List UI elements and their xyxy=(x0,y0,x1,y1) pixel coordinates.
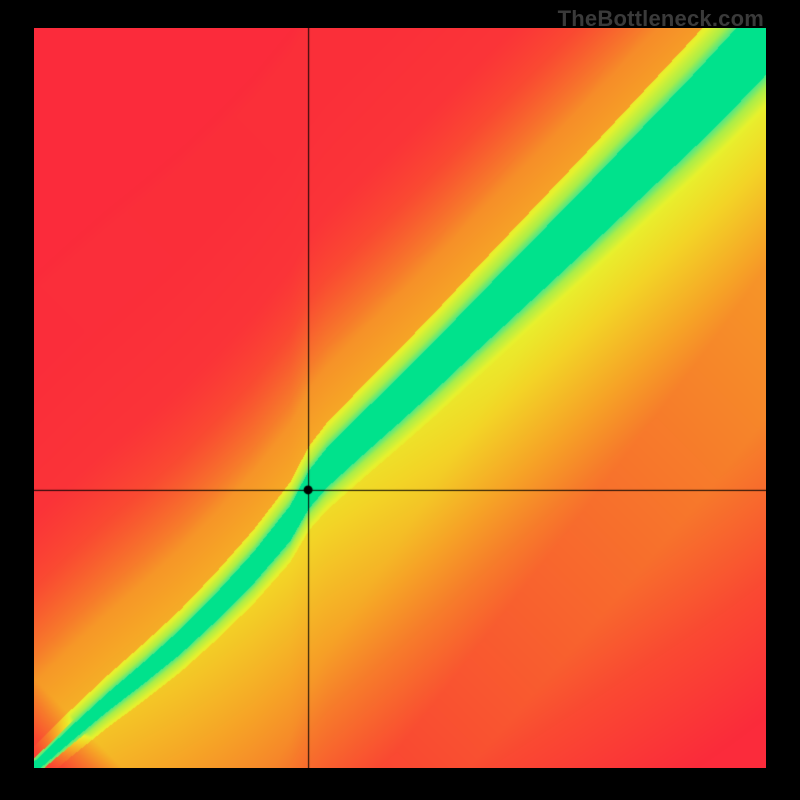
watermark-text: TheBottleneck.com xyxy=(558,6,764,32)
heatmap-canvas xyxy=(34,28,766,768)
plot-area xyxy=(34,28,766,768)
chart-frame: TheBottleneck.com xyxy=(0,0,800,800)
